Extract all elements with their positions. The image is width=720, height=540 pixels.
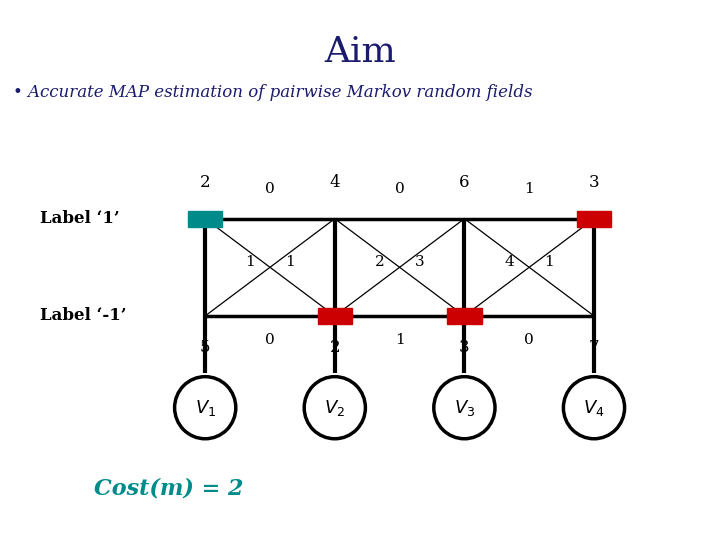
Text: Aim: Aim <box>324 35 396 69</box>
Text: 0: 0 <box>524 333 534 347</box>
Text: 2: 2 <box>374 255 384 269</box>
Text: 4: 4 <box>504 255 514 269</box>
Text: 1: 1 <box>395 333 405 347</box>
Text: Label ‘-1’: Label ‘-1’ <box>40 307 126 325</box>
Text: Cost(m) = 2: Cost(m) = 2 <box>94 478 243 500</box>
FancyBboxPatch shape <box>188 211 222 227</box>
Text: $V_4$: $V_4$ <box>583 397 605 418</box>
Text: $V_3$: $V_3$ <box>454 397 475 418</box>
Text: 7: 7 <box>589 339 599 355</box>
Ellipse shape <box>563 377 625 438</box>
Text: 2: 2 <box>330 339 340 355</box>
FancyBboxPatch shape <box>318 308 352 324</box>
Text: 6: 6 <box>459 174 469 191</box>
Text: 1: 1 <box>524 182 534 196</box>
Text: 1: 1 <box>245 255 255 269</box>
FancyBboxPatch shape <box>577 211 611 227</box>
Text: 3: 3 <box>589 174 599 191</box>
FancyBboxPatch shape <box>447 308 482 324</box>
Text: 1: 1 <box>544 255 554 269</box>
Text: 3: 3 <box>459 339 469 355</box>
Text: • Accurate MAP estimation of pairwise Markov random fields: • Accurate MAP estimation of pairwise Ma… <box>13 84 533 100</box>
Text: 0: 0 <box>395 182 405 196</box>
Text: $V_1$: $V_1$ <box>194 397 216 418</box>
Text: 4: 4 <box>330 174 340 191</box>
Text: $V_2$: $V_2$ <box>324 397 346 418</box>
Ellipse shape <box>304 377 366 438</box>
Text: 2: 2 <box>200 174 210 191</box>
Text: 5: 5 <box>200 339 210 355</box>
Text: 0: 0 <box>265 182 275 196</box>
Text: Label ‘1’: Label ‘1’ <box>40 210 120 227</box>
Text: 3: 3 <box>415 255 425 269</box>
Ellipse shape <box>433 377 495 438</box>
Text: 0: 0 <box>265 333 275 347</box>
Text: 1: 1 <box>285 255 295 269</box>
Ellipse shape <box>174 377 236 438</box>
